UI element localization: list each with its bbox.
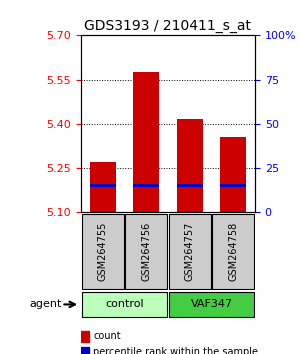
Text: GSM264756: GSM264756 — [141, 222, 151, 281]
Text: VAF347: VAF347 — [190, 299, 232, 309]
Bar — [81, 331, 89, 342]
Bar — [177, 184, 203, 187]
Bar — [81, 347, 89, 354]
FancyBboxPatch shape — [169, 292, 254, 317]
Text: count: count — [93, 331, 121, 341]
FancyBboxPatch shape — [169, 214, 211, 289]
Text: agent: agent — [29, 299, 62, 309]
Text: GSM264757: GSM264757 — [185, 222, 195, 281]
Bar — [220, 137, 246, 212]
Bar — [90, 162, 116, 212]
Text: GSM264758: GSM264758 — [228, 222, 238, 281]
FancyBboxPatch shape — [125, 214, 167, 289]
Bar — [177, 120, 203, 212]
Title: GDS3193 / 210411_s_at: GDS3193 / 210411_s_at — [85, 19, 251, 33]
Bar — [220, 184, 246, 187]
Bar — [133, 72, 159, 212]
Text: percentile rank within the sample: percentile rank within the sample — [93, 347, 258, 354]
FancyBboxPatch shape — [212, 214, 254, 289]
Text: GSM264755: GSM264755 — [98, 222, 108, 281]
FancyBboxPatch shape — [82, 214, 124, 289]
Text: control: control — [105, 299, 144, 309]
Bar — [90, 184, 116, 187]
FancyBboxPatch shape — [82, 292, 167, 317]
Bar — [133, 184, 159, 187]
